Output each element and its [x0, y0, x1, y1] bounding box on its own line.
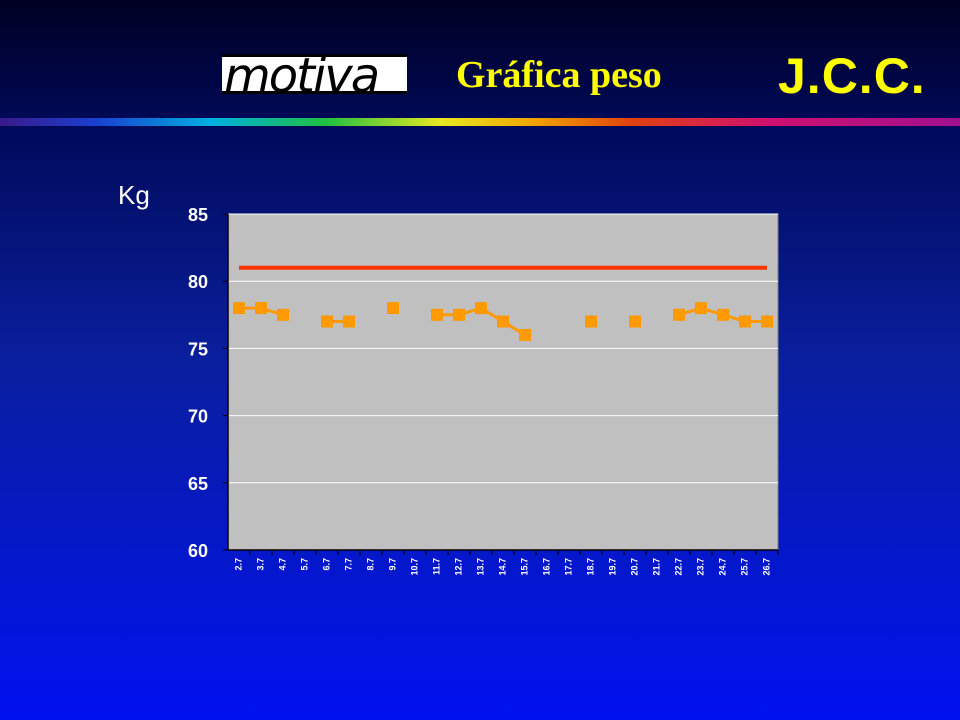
x-tick-label: 24.7 [717, 558, 727, 576]
y-axis-unit: Kg [118, 180, 150, 210]
x-tick-label: 20.7 [629, 558, 639, 576]
x-tick-label: 8.7 [365, 558, 375, 571]
x-tick-label: 23.7 [695, 558, 705, 576]
x-tick-label: 25.7 [739, 558, 749, 576]
x-tick-label: 21.7 [651, 558, 661, 576]
weight-point [739, 315, 751, 328]
motiva-logo: motiva [222, 54, 407, 94]
y-tick-label: 80 [188, 272, 208, 292]
weight-point [431, 308, 443, 321]
weight-point [629, 315, 641, 328]
x-tick-label: 19.7 [607, 558, 617, 576]
y-tick-label: 75 [188, 339, 208, 359]
page-title: Gráfica peso [456, 54, 662, 96]
logo-text: motiva [224, 54, 380, 94]
weight-point [255, 302, 267, 315]
y-tick-label: 70 [188, 407, 208, 427]
y-tick-label: 65 [188, 474, 208, 494]
weight-point [453, 308, 465, 321]
y-tick-label: 85 [188, 205, 208, 225]
rainbow-divider [0, 118, 960, 126]
weight-point [519, 328, 531, 341]
x-tick-label: 15.7 [519, 558, 529, 576]
x-tick-label: 4.7 [277, 558, 287, 571]
x-tick-label: 9.7 [387, 558, 397, 571]
weight-point [585, 315, 597, 328]
weight-point [277, 308, 289, 321]
x-tick-label: 13.7 [475, 558, 485, 576]
weight-point [717, 308, 729, 321]
x-tick-label: 2.7 [233, 558, 243, 571]
x-tick-label: 14.7 [497, 558, 507, 576]
x-tick-label: 3.7 [255, 558, 265, 571]
x-tick-label: 17.7 [563, 558, 573, 576]
weight-point [343, 315, 355, 328]
weight-point [321, 315, 333, 328]
x-tick-label: 10.7 [409, 558, 419, 576]
x-tick-label: 26.7 [761, 558, 771, 576]
x-tick-label: 12.7 [453, 558, 463, 576]
weight-point [695, 302, 707, 315]
y-tick-label: 60 [188, 541, 208, 561]
weight-point [475, 302, 487, 315]
x-tick-label: 7.7 [343, 558, 353, 571]
x-tick-label: 5.7 [299, 558, 309, 571]
weight-point [673, 308, 685, 321]
weight-point [761, 315, 773, 328]
x-tick-label: 18.7 [585, 558, 595, 576]
weight-point [497, 315, 509, 328]
weight-point [387, 302, 399, 315]
x-tick-label: 16.7 [541, 558, 551, 576]
x-tick-label: 6.7 [321, 558, 331, 571]
author-initials: J.C.C. [778, 48, 926, 104]
plot-area [227, 213, 779, 551]
x-tick-label: 22.7 [673, 558, 683, 576]
weight-point [233, 302, 245, 315]
x-tick-label: 11.7 [431, 558, 441, 575]
